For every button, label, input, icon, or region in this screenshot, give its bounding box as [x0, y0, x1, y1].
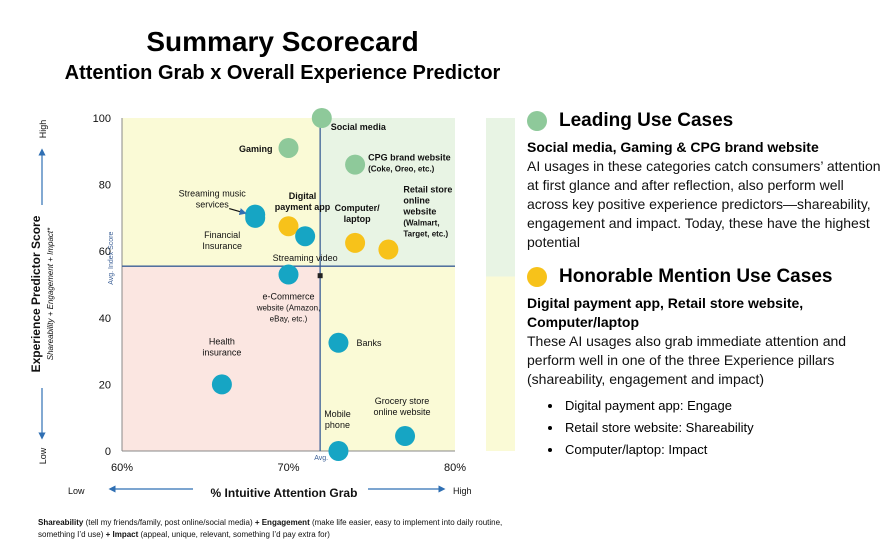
- honorable-heading-text: Honorable Mention Use Cases: [559, 266, 833, 287]
- y-tick-label: 40: [99, 313, 111, 325]
- point-label: Grocery store online website: [374, 396, 431, 417]
- data-point: [211, 374, 232, 395]
- bullet-item: Digital payment app: Engage: [563, 395, 887, 417]
- point-label: Retail store online website (Walmart, Target…: [402, 185, 452, 239]
- data-point: [345, 154, 366, 175]
- y-tick-label: 60: [99, 246, 111, 258]
- data-point: [245, 207, 266, 228]
- leading-heading: Leading Use Cases: [527, 110, 887, 132]
- x-axis-title: % Intuitive Attention Grab: [211, 486, 358, 500]
- data-point: [295, 226, 316, 247]
- data-point: [328, 332, 349, 353]
- x-tick-label: 70%: [277, 462, 299, 474]
- data-point: [345, 232, 366, 253]
- footnote: Shareability (tell my friends/family, po…: [38, 517, 508, 541]
- y-high-label: High: [38, 120, 48, 139]
- data-point: [378, 239, 399, 260]
- point-label: Social media: [331, 122, 387, 132]
- footnote-shareability: Shareability: [38, 518, 84, 527]
- footnote-impact-desc: (appeal, unique, relevant, something I’d…: [138, 530, 330, 539]
- point-label: Mobile phone: [324, 409, 351, 430]
- avg-y-label: Avg. Index Score: [108, 231, 115, 284]
- x-tick-label: 80%: [444, 462, 466, 474]
- point-label: Banks: [356, 338, 382, 348]
- avg-marker: [317, 273, 323, 279]
- data-point: [278, 216, 299, 237]
- y-tick-label: 80: [99, 180, 111, 192]
- x-tick-label: 60%: [111, 462, 133, 474]
- y-tick-label: 100: [93, 113, 111, 125]
- x-low-label: Low: [68, 486, 85, 496]
- honorable-bullets: Digital payment app: Engage Retail store…: [527, 395, 887, 461]
- point-label: Health insurance: [202, 336, 241, 357]
- leading-sub: Social media, Gaming & CPG brand website: [527, 139, 819, 155]
- footnote-engagement-desc: (make life easier, easy to implement int…: [38, 518, 503, 539]
- y-low-label: Low: [38, 447, 48, 464]
- footnote-impact: + Impact: [105, 530, 139, 539]
- point-label: Digital payment app: [275, 191, 331, 212]
- footnote-engagement: + Engagement: [254, 518, 310, 527]
- point-label: Financial Insurance: [202, 230, 242, 251]
- leading-dot-icon: [527, 111, 547, 131]
- leading-heading-text: Leading Use Cases: [559, 110, 734, 131]
- side-bar-upper: [486, 118, 515, 277]
- point-label: Computer/laptop: [335, 203, 380, 224]
- point-label: Streaming video: [273, 253, 338, 263]
- data-point: [278, 137, 299, 158]
- y-tick-label: 20: [99, 379, 111, 391]
- bullet-item: Computer/laptop: Impact: [563, 439, 887, 461]
- page-title: Summary Scorecard: [146, 26, 419, 57]
- data-point: [328, 441, 349, 461]
- honorable-sub: Digital payment app, Retail store websit…: [527, 295, 804, 330]
- zone-bottom-right: [320, 266, 455, 451]
- point-label: Gaming: [239, 144, 273, 154]
- side-bar-lower: [486, 276, 515, 451]
- zone-bottom-left: [122, 266, 321, 451]
- point-label: CPG brand website (Coke, Oreo, etc.): [368, 153, 451, 174]
- honorable-heading: Honorable Mention Use Cases: [527, 266, 887, 288]
- bullet-item: Retail store website: Shareability: [563, 417, 887, 439]
- data-point: [395, 426, 416, 447]
- honorable-dot-icon: [527, 267, 547, 287]
- label-pointer: [229, 207, 247, 216]
- leading-body: AI usages in these categories catch cons…: [527, 158, 881, 250]
- avg-x-label: Avg.: [314, 455, 328, 462]
- point-label: Streaming music services: [179, 189, 247, 210]
- honorable-body: These AI usages also grab immediate atte…: [527, 333, 847, 387]
- y-axis-title: Experience Predictor Score: [29, 215, 43, 372]
- point-label: e-Commerce website (Amazon, eBay, etc.): [256, 292, 321, 324]
- x-high-label: High: [453, 486, 472, 496]
- data-point: [278, 264, 299, 285]
- y-axis-subtitle: Shareability + Engagement + Impact*: [46, 227, 55, 360]
- data-point: [311, 108, 332, 128]
- footnote-shareability-desc: (tell my friends/family, post online/soc…: [83, 518, 255, 527]
- page-subtitle: Attention Grab x Overall Experience Pred…: [64, 62, 501, 84]
- y-tick-label: 0: [105, 446, 111, 458]
- legend-panel: Leading Use Cases Social media, Gaming &…: [527, 110, 887, 461]
